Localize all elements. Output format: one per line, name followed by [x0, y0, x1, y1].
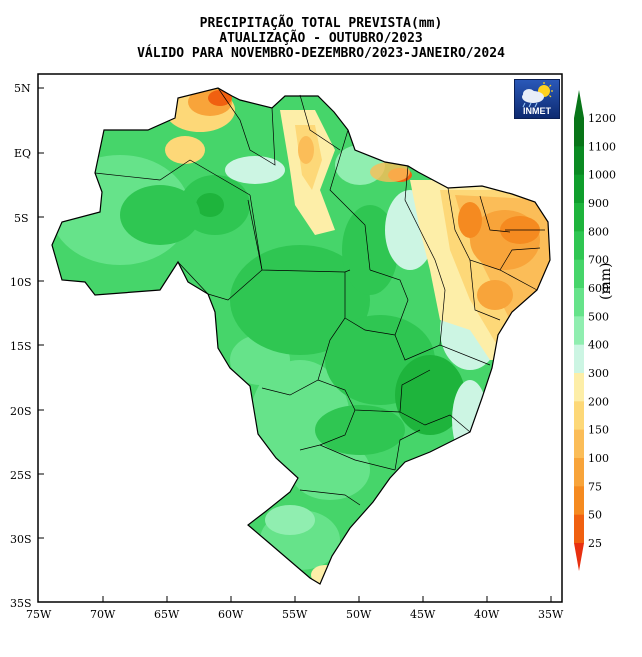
- logo-text: INMET: [523, 106, 551, 116]
- lat-label: 25S: [10, 469, 32, 482]
- colorbar-segment: [574, 373, 584, 402]
- colorbar-segment: [574, 288, 584, 317]
- colorbar-segment: [574, 344, 584, 374]
- state-borders: [94, 87, 545, 506]
- colorbar-label: 200: [588, 395, 609, 408]
- colorbar-max-arrow: [574, 90, 584, 118]
- colorbar-segment: [574, 429, 584, 459]
- lon-label: 60W: [218, 608, 244, 621]
- longitude-axis: 75W 70W 65W 60W 55W 50W 45W 40W 35W: [26, 596, 564, 621]
- colorbar-label: 75: [588, 480, 602, 493]
- colorbar-label: 50: [588, 509, 602, 522]
- colorbar-label: 700: [588, 254, 609, 267]
- colorbar-label: 900: [588, 197, 609, 210]
- lon-label: 40W: [474, 608, 500, 621]
- lon-label: 35W: [538, 608, 564, 621]
- sun-cloud-rain-icon: [515, 80, 559, 118]
- lat-label: 5S: [14, 212, 29, 225]
- colorbar-label: 400: [588, 339, 609, 352]
- colorbar-segment: [574, 458, 584, 487]
- lat-label: 35S: [10, 597, 32, 610]
- colorbar-segment: [574, 203, 584, 232]
- map-title-line1: PRECIPITAÇÃO TOTAL PREVISTA(mm): [199, 16, 443, 31]
- colorbar-label: 100: [588, 452, 609, 465]
- colorbar-label: 25: [588, 537, 602, 550]
- colorbar-segment: [574, 401, 584, 431]
- colorbar-label: 1100: [588, 140, 616, 153]
- colorbar-segment: [574, 486, 584, 516]
- colorbar-segment: [574, 259, 584, 289]
- map-title-line3: VÁLIDO PARA NOVEMBRO-DEZEMBRO/2023-JANEI…: [137, 46, 505, 61]
- map-title-line2: ATUALIZAÇÃO - OUTUBRO/2023: [219, 31, 423, 46]
- lat-label: EQ: [14, 147, 31, 160]
- colorbar-unit: (mm): [598, 262, 614, 300]
- lat-label: 10S: [10, 276, 32, 289]
- colorbar-segment: [574, 514, 584, 544]
- colorbar-label: 800: [588, 225, 609, 238]
- colorbar-segment: [574, 231, 584, 261]
- colorbar-label: 500: [588, 310, 609, 323]
- inmet-logo: INMET: [514, 79, 560, 119]
- lat-label: 15S: [10, 340, 32, 353]
- lon-label: 50W: [346, 608, 372, 621]
- colorbar-segment: [574, 316, 584, 346]
- lon-label: 65W: [154, 608, 180, 621]
- colorbar-segment: [574, 174, 584, 204]
- colorbar-label: 150: [588, 424, 609, 437]
- lon-label: 75W: [26, 608, 52, 621]
- lon-label: 70W: [90, 608, 116, 621]
- colorbar-segment: [574, 146, 584, 176]
- colorbar: 1200 1100 1000 900 800 700 600 500 400 300 200 150 1…: [574, 90, 616, 571]
- country-outline: [51, 87, 551, 585]
- colorbar-label: 600: [588, 282, 609, 295]
- colorbar-min-arrow: [574, 543, 584, 571]
- latitude-axis: 5N EQ 5S 10S 15S 20S 25S 30S 35S: [10, 82, 44, 610]
- colorbar-label: 300: [588, 367, 609, 380]
- lon-label: 55W: [282, 608, 308, 621]
- lat-label: 30S: [10, 533, 32, 546]
- colorbar-segment: [574, 118, 584, 147]
- lon-label: 45W: [410, 608, 436, 621]
- lat-label: 20S: [10, 405, 32, 418]
- colorbar-label: 1200: [588, 112, 616, 125]
- colorbar-label: 1000: [588, 169, 616, 182]
- lat-label: 5N: [14, 82, 31, 95]
